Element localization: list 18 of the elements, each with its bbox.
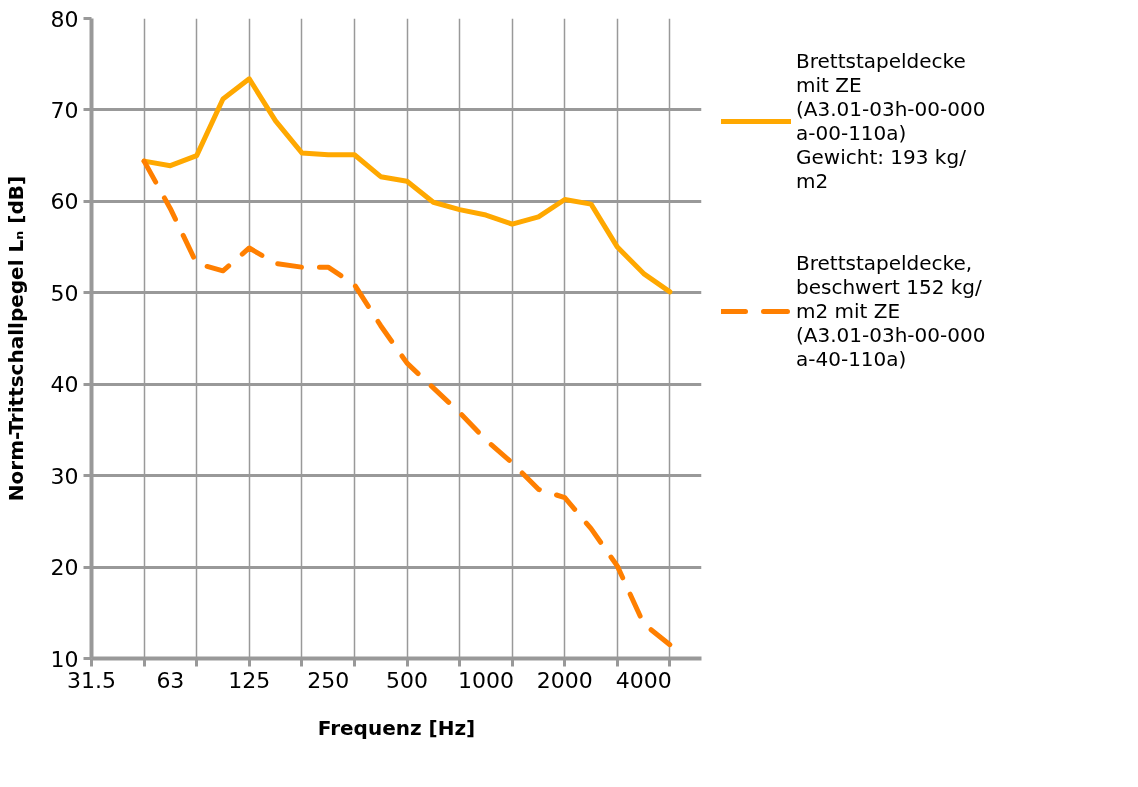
y-tick-label: 80 [50,6,79,32]
legend-label: Brettstapeldecke, beschwert 152 kg/m2 mit ZE (A3.01-03h-00-000 a-40-110a) [796,250,987,373]
x-tick-label: 250 [307,667,350,693]
x-tick-label: 125 [228,667,271,693]
x-axis-title: Frequenz [Hz] [317,715,476,740]
x-tick-label: 4000 [615,667,672,693]
y-tick-label: 40 [50,372,79,398]
legend-label: Brettstapeldecke mit ZE (A3.01-03h-00-000 a-00-110a) Gewicht: 193 kg/m2 [796,48,987,195]
y-tick-label: 50 [50,280,79,306]
x-tick-label: 1000 [457,667,514,693]
x-tick-label: 63 [156,667,185,693]
x-tick-label: 500 [386,667,429,693]
y-axis-title: Norm-Trittschallpegel Lₙ [dB] [3,175,28,502]
y-tick-label: 30 [50,463,79,489]
y-tick-label: 20 [50,555,79,581]
y-tick-label: 70 [50,97,79,123]
y-tick-label: 60 [50,189,79,215]
x-tick-label: 2000 [536,667,593,693]
